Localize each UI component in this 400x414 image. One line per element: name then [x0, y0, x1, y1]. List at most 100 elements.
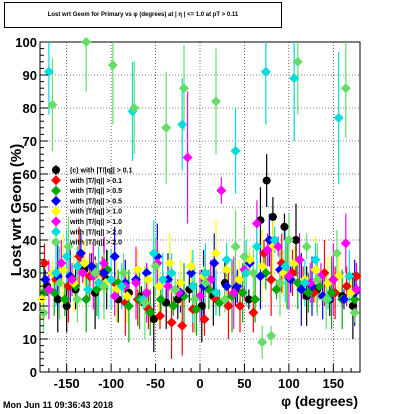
data-point	[47, 99, 58, 110]
data-point	[186, 268, 197, 278]
data-point	[163, 274, 173, 285]
data-point	[143, 274, 154, 285]
data-point	[251, 218, 262, 229]
data-point	[79, 258, 90, 269]
data-point	[292, 56, 303, 67]
data-point	[109, 251, 120, 262]
y-tick-label: 40	[23, 233, 37, 248]
data-point	[299, 277, 310, 288]
data-point	[170, 284, 181, 295]
data-point	[221, 281, 232, 292]
data-point	[63, 241, 74, 252]
data-point	[77, 268, 88, 278]
legend-label: (c) with |T/|q|| > 0.1	[70, 168, 133, 175]
data-point	[219, 294, 230, 305]
data-point	[262, 176, 271, 185]
data-point	[39, 258, 50, 269]
data-point	[283, 235, 294, 245]
data-point	[328, 274, 339, 285]
data-point	[234, 274, 245, 285]
data-point	[141, 287, 152, 298]
data-point	[260, 66, 271, 77]
data-point	[296, 284, 307, 295]
x-axis-label: φ (degrees)	[281, 393, 358, 409]
y-tick-label: 80	[23, 101, 37, 116]
data-point	[292, 277, 303, 288]
data-point	[200, 268, 211, 278]
data-point	[200, 277, 211, 288]
data-point	[275, 277, 285, 288]
data-point	[228, 287, 239, 298]
legend: (c) with |T/|q|| > 0.1 with |T/|q|| > 0.1…	[51, 165, 133, 248]
data-point	[340, 238, 351, 249]
data-point	[230, 145, 241, 156]
data-point	[237, 287, 248, 298]
data-point	[248, 268, 259, 278]
data-point	[280, 261, 291, 272]
data-point	[303, 287, 314, 298]
data-point	[149, 315, 158, 324]
legend-label: with |T/|q|| > 2.0	[69, 240, 122, 247]
x-tick-label: 0	[196, 376, 203, 391]
data-point	[61, 251, 72, 262]
data-point	[273, 241, 284, 252]
y-tick-label: 90	[23, 68, 37, 83]
data-point	[116, 281, 127, 292]
data-point	[129, 103, 140, 113]
data-point	[211, 248, 221, 259]
data-point	[67, 274, 77, 285]
data-point	[351, 271, 362, 282]
data-point	[349, 294, 360, 305]
data-point	[81, 294, 92, 305]
data-point	[43, 284, 54, 295]
data-point	[122, 291, 133, 302]
legend-label: with |T/|q|| > 1.0	[69, 219, 122, 226]
data-point	[186, 261, 197, 272]
data-point	[221, 264, 232, 275]
data-point	[99, 268, 109, 278]
data-point	[341, 281, 352, 292]
data-point	[289, 73, 300, 84]
data-point	[118, 268, 129, 278]
x-tick-label: -100	[98, 376, 124, 391]
data-point	[326, 287, 337, 298]
data-point	[255, 271, 266, 282]
data-point	[54, 277, 65, 288]
y-axis-label: Lost wrt Geom (%)	[8, 144, 25, 277]
data-point	[154, 281, 165, 292]
data-point	[211, 287, 221, 298]
data-point	[241, 268, 252, 278]
data-point	[230, 241, 241, 252]
data-point	[168, 301, 179, 311]
data-point	[301, 241, 312, 252]
data-point	[257, 261, 268, 272]
data-point	[264, 235, 275, 245]
data-point	[163, 281, 173, 292]
data-point	[248, 307, 259, 318]
data-point	[145, 307, 156, 318]
y-tick-label: 0	[30, 365, 37, 380]
data-point	[199, 314, 210, 325]
data-point	[349, 307, 360, 318]
data-point	[72, 294, 83, 305]
data-point	[131, 277, 141, 288]
data-point	[271, 284, 282, 295]
data-point	[139, 297, 150, 308]
data-point	[109, 291, 120, 302]
data-point	[72, 261, 83, 272]
data-point	[221, 254, 232, 265]
data-point	[250, 294, 261, 305]
data-point	[40, 274, 51, 285]
axes: -150 -100 -50 0 50 100 150 0 10 20 30 40 50 60 70 80 90 1…	[15, 35, 352, 391]
data-point	[132, 264, 143, 275]
x-tick-label: 50	[237, 376, 251, 391]
y-tick-label: 60	[23, 167, 37, 182]
data-point	[266, 274, 277, 285]
data-point	[75, 248, 86, 259]
legend-label: with |T/|q|| > 0.1	[69, 178, 122, 185]
legend-label: with |T/|q|| > 1.0	[69, 209, 122, 216]
data-point	[235, 301, 245, 311]
x-tick-label: -150	[54, 376, 80, 391]
data-point	[283, 271, 294, 282]
data-point	[81, 37, 92, 47]
